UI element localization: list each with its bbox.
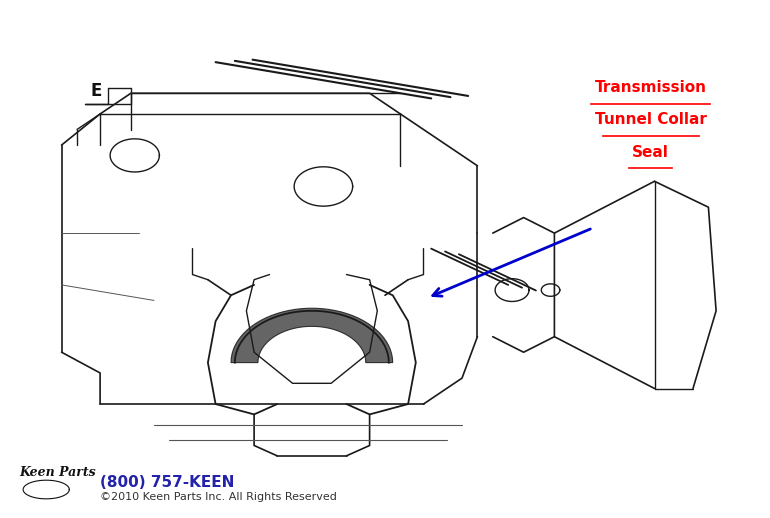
Text: ©2010 Keen Parts Inc. All Rights Reserved: ©2010 Keen Parts Inc. All Rights Reserve… bbox=[100, 492, 337, 502]
Text: Tunnel Collar: Tunnel Collar bbox=[594, 112, 707, 127]
Text: Transmission: Transmission bbox=[594, 80, 707, 95]
Polygon shape bbox=[231, 308, 393, 363]
Text: E: E bbox=[91, 82, 102, 99]
Text: (800) 757-KEEN: (800) 757-KEEN bbox=[100, 476, 235, 490]
Text: Seal: Seal bbox=[632, 145, 669, 160]
Text: Keen Parts: Keen Parts bbox=[19, 466, 96, 479]
